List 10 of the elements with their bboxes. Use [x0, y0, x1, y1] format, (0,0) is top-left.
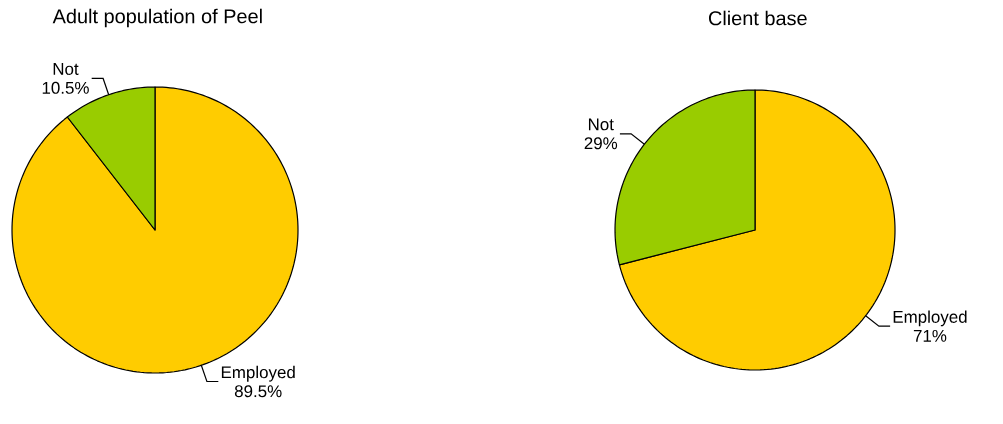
data-label: 89.5%	[234, 385, 282, 398]
data-label: 29%	[584, 137, 618, 150]
chart-title: Client base	[708, 10, 807, 26]
data-label: 71%	[913, 329, 947, 342]
slice-label: Not	[588, 118, 614, 131]
slice-label: Employed	[893, 310, 967, 327]
slice-label: Not	[53, 63, 79, 75]
chart-title: Adult population of Peel	[52, 8, 262, 28]
slice-label: Employed	[221, 365, 295, 382]
data-label: 10.5%	[42, 81, 89, 94]
